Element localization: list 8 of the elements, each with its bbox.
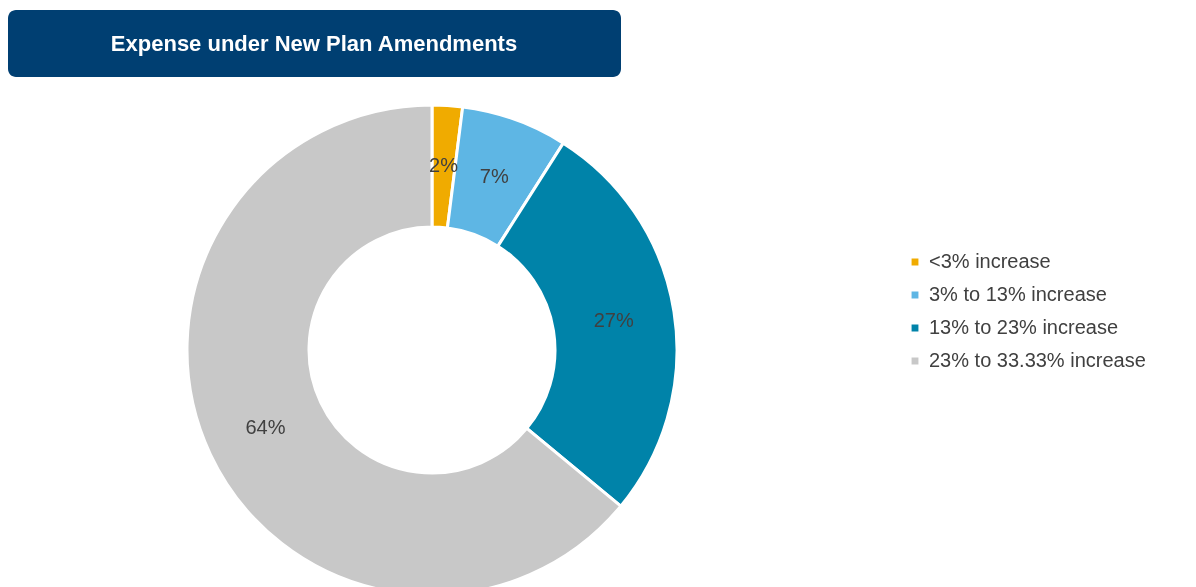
legend-label: <3% increase bbox=[929, 250, 1051, 272]
chart-title: Expense under New Plan Amendments bbox=[110, 31, 518, 56]
data-label: 64% bbox=[245, 416, 286, 439]
legend-label: 23% to 33.33% increase bbox=[929, 349, 1146, 371]
legend-label: 3% to 13% increase bbox=[929, 283, 1107, 305]
data-label: 7% bbox=[479, 164, 509, 187]
legend-label: 13% to 23% increase bbox=[929, 316, 1119, 338]
data-label: 27% bbox=[593, 309, 634, 332]
